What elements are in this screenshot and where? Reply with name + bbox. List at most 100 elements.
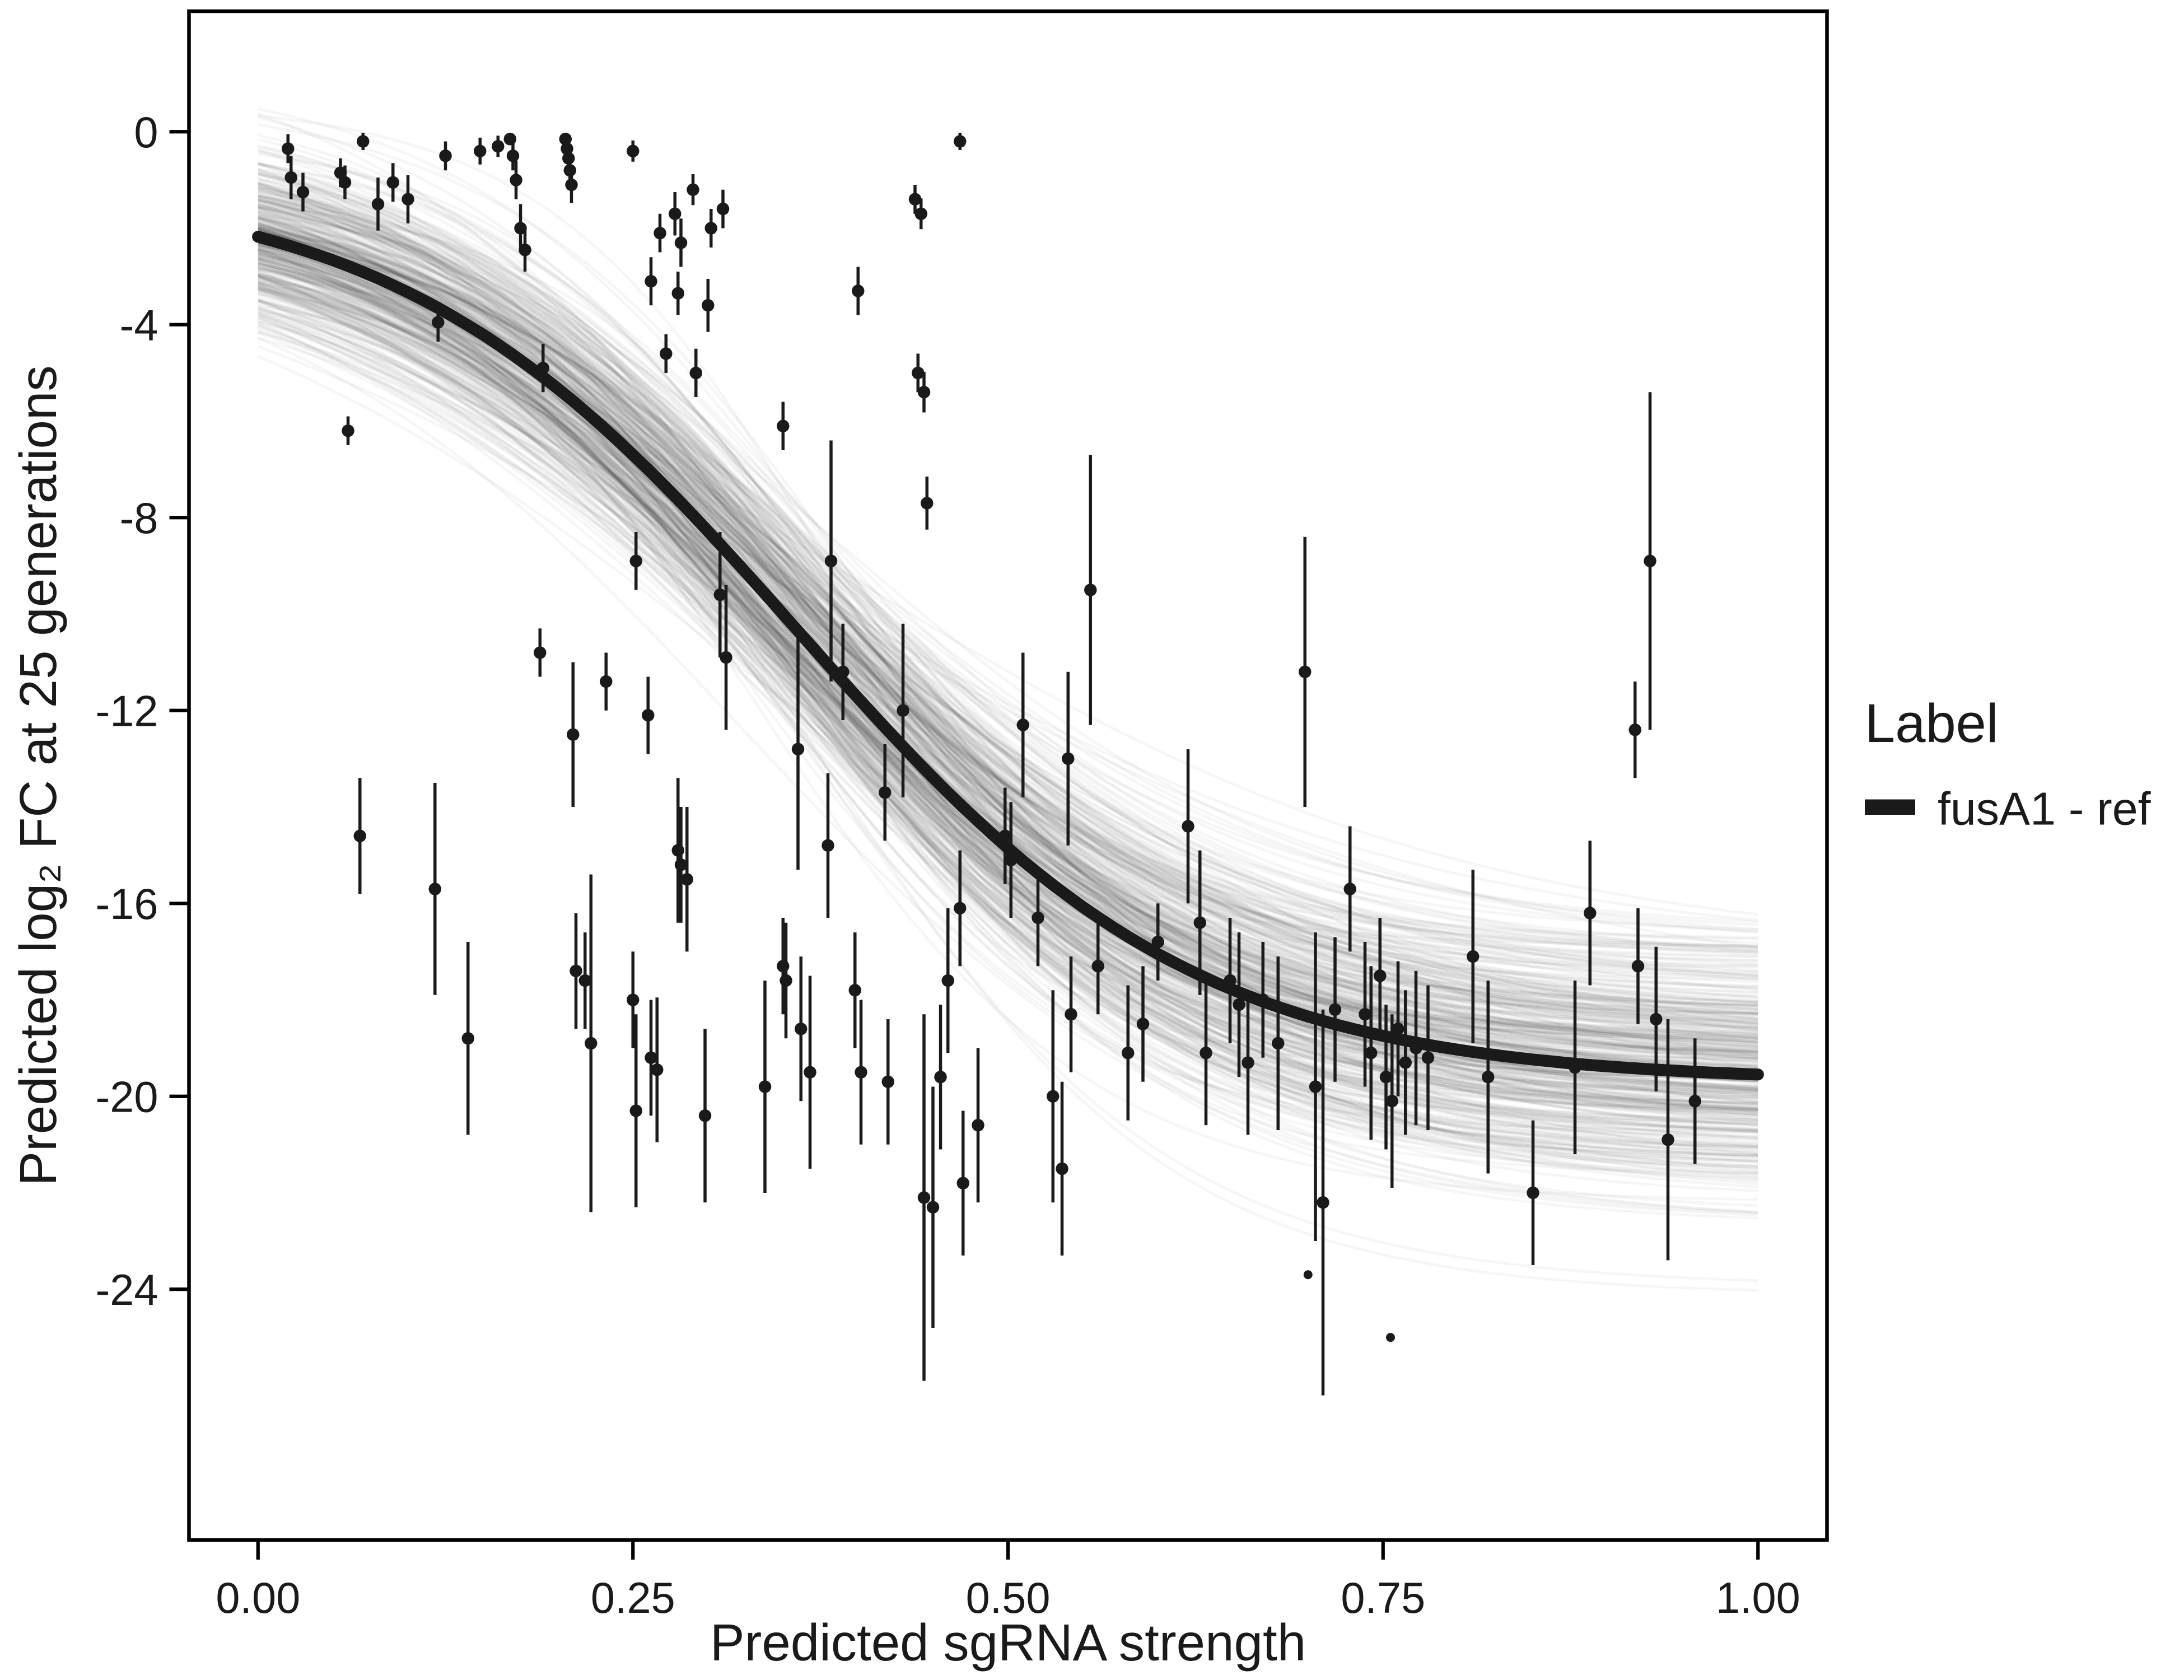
data-point: [510, 174, 522, 186]
data-point: [1421, 1051, 1435, 1064]
x-tick-label: 0.75: [1341, 1574, 1425, 1622]
data-point: [1016, 718, 1029, 731]
data-point: [1303, 1270, 1313, 1280]
data-point: [1272, 1037, 1285, 1050]
data-point: [642, 709, 655, 722]
data-point: [972, 1119, 984, 1132]
data-point: [1047, 1090, 1060, 1103]
data-point: [921, 497, 934, 510]
data-point: [879, 786, 892, 799]
data-point: [654, 227, 666, 240]
data-point: [674, 236, 688, 249]
data-point: [822, 839, 834, 852]
data-point: [1136, 1018, 1150, 1030]
data-point: [824, 554, 838, 567]
data-point: [1631, 960, 1645, 973]
data-point: [1193, 916, 1206, 929]
data-point: [1385, 1095, 1398, 1108]
legend-title: Label: [1865, 693, 1999, 754]
data-point: [1650, 1012, 1663, 1026]
data-point: [645, 275, 657, 288]
data-point: [720, 651, 732, 664]
data-point: [1379, 1071, 1393, 1084]
data-point: [570, 964, 582, 977]
data-point: [284, 171, 297, 184]
fit-curve-layer: [252, 231, 1764, 1081]
data-point: [282, 142, 295, 155]
data-point: [704, 222, 717, 235]
x-axis-label: Predicted sgRNA strength: [710, 1613, 1306, 1672]
data-point: [357, 135, 370, 148]
data-point: [934, 1071, 947, 1084]
data-point: [1392, 1023, 1404, 1035]
data-point: [855, 1066, 867, 1079]
data-point: [627, 144, 640, 157]
data-point: [758, 1080, 772, 1093]
data-point: [1584, 907, 1597, 920]
data-point: [914, 207, 927, 220]
data-point: [1122, 1047, 1135, 1060]
data-point: [519, 244, 531, 256]
data-point: [1062, 752, 1075, 765]
x-tick-label: 1.00: [1716, 1574, 1800, 1622]
data-point: [428, 883, 441, 895]
data-point: [917, 386, 931, 399]
y-tick-label: -12: [95, 687, 158, 735]
data-point: [804, 1066, 816, 1079]
data-point: [777, 960, 790, 973]
y-tick-label: -4: [120, 301, 158, 349]
data-point: [912, 366, 925, 380]
axis-ticks-layer: 0.00 0.25 0.50 0.75 1.00 0 -4 -8 -12 -16 -20 -24: [95, 109, 1800, 1622]
data-point: [698, 1109, 712, 1122]
data-point: [852, 284, 865, 297]
data-point: [386, 176, 399, 189]
data-point: [432, 316, 445, 329]
data-point: [578, 974, 591, 987]
data-point: [1343, 883, 1356, 895]
data-point: [1662, 1133, 1674, 1146]
data-point: [1151, 935, 1164, 949]
data-point: [534, 646, 547, 659]
data-point: [795, 1023, 808, 1035]
data-point: [1467, 950, 1480, 963]
data-point: [1317, 1196, 1329, 1209]
data-point: [671, 287, 684, 300]
data-point: [629, 554, 642, 567]
data-point: [645, 1051, 657, 1064]
data-point: [474, 144, 487, 157]
x-tick-label: 0.00: [216, 1574, 300, 1622]
data-point: [567, 728, 580, 741]
data-point: [353, 829, 366, 842]
data-point: [651, 1063, 664, 1076]
y-tick-label: 0: [134, 109, 158, 157]
data-point: [881, 1075, 894, 1088]
data-point: [1644, 554, 1656, 567]
data-point: [1688, 1095, 1701, 1108]
data-point: [503, 133, 516, 146]
data-point: [1091, 960, 1104, 973]
data-point: [660, 347, 673, 360]
data-point: [338, 176, 352, 189]
data-point: [780, 974, 792, 987]
data-point: [1374, 969, 1387, 982]
data-point: [689, 366, 702, 380]
data-point: [954, 135, 967, 148]
legend-key-line-icon: [1865, 799, 1915, 815]
data-point: [1233, 998, 1245, 1011]
data-point: [1482, 1071, 1495, 1084]
data-point: [908, 193, 922, 206]
data-point: [954, 902, 967, 914]
data-point: [897, 704, 909, 717]
data-point: [461, 1032, 474, 1045]
y-axis-label: Predicted log₂ FC at 25 generations: [9, 365, 67, 1186]
data-point: [941, 974, 954, 987]
data-point: [506, 150, 520, 162]
data-point: [917, 1191, 931, 1204]
data-point: [1328, 1003, 1342, 1016]
data-point: [514, 222, 527, 235]
data-point: [492, 140, 505, 153]
data-point: [562, 152, 575, 165]
data-point: [956, 1177, 969, 1189]
